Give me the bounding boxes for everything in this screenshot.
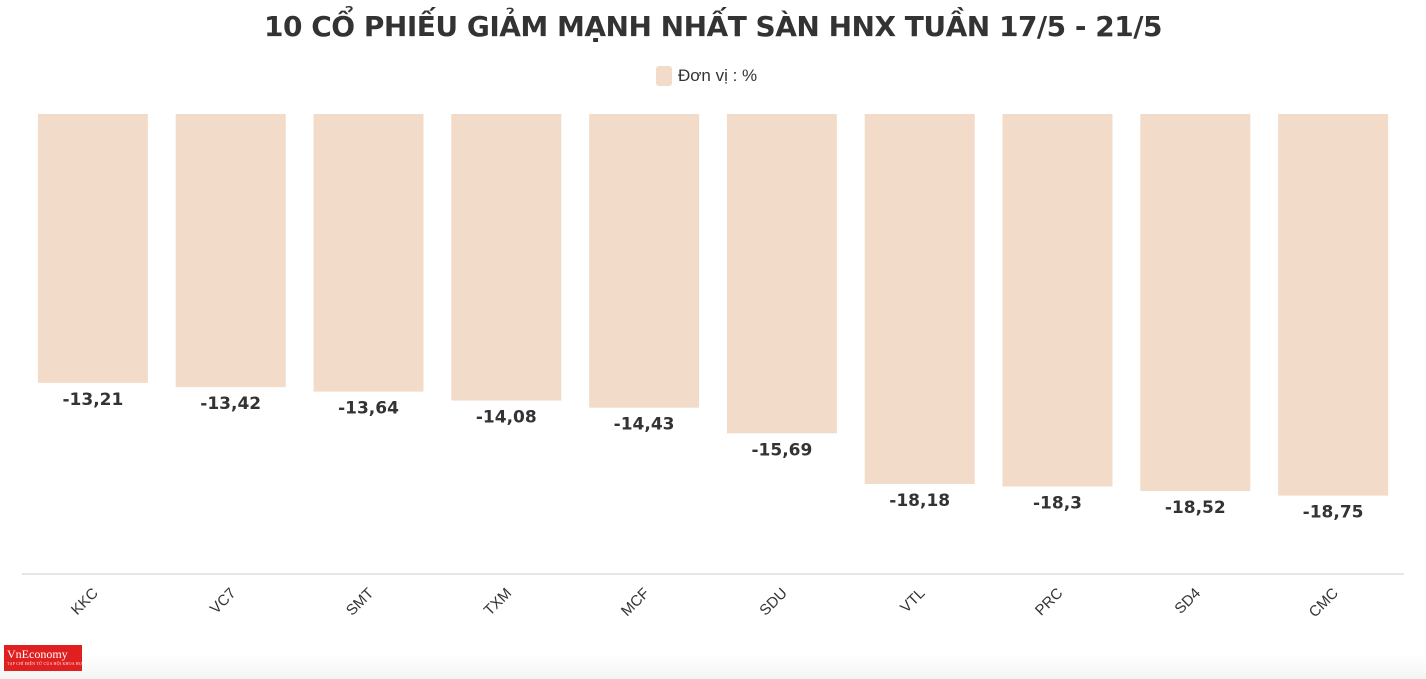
x-tick-label-vc7: VC7 <box>207 585 240 618</box>
logo-text: VnEconomy <box>7 647 68 661</box>
bar-prc[interactable] <box>1002 114 1113 487</box>
bar-cmc[interactable] <box>1278 114 1389 496</box>
data-label-kkc: -13,21 <box>62 390 123 410</box>
data-label-mcf: -14,43 <box>614 415 675 435</box>
x-tick-label-cmc: CMC <box>1306 585 1342 621</box>
bar-mcf[interactable] <box>589 114 700 408</box>
x-tick-label-smt: SMT <box>343 585 377 619</box>
data-label-cmc: -18,75 <box>1303 503 1364 523</box>
footer-bar <box>0 655 1426 679</box>
x-tick-label-sd4: SD4 <box>1171 585 1204 618</box>
x-tick-label-prc: PRC <box>1032 585 1067 620</box>
data-label-sdu: -15,69 <box>751 440 812 460</box>
legend-swatch <box>656 66 672 86</box>
data-label-vc7: -13,42 <box>200 394 261 414</box>
data-label-smt: -13,64 <box>338 399 399 419</box>
data-label-txm: -14,08 <box>476 408 537 428</box>
x-tick-label-sdu: SDU <box>756 585 790 619</box>
bar-vtl[interactable] <box>864 114 975 485</box>
x-tick-label-mcf: MCF <box>618 585 653 620</box>
bar-vc7[interactable] <box>175 114 286 388</box>
bar-txm[interactable] <box>451 114 562 401</box>
x-tick-label-vtl: VTL <box>897 585 928 616</box>
bar-sdu[interactable] <box>726 114 837 434</box>
bar-kkc[interactable] <box>37 114 148 383</box>
chart-legend[interactable]: Đơn vị : % <box>656 66 757 86</box>
legend-label: Đơn vị : % <box>678 66 758 85</box>
data-label-vtl: -18,18 <box>889 491 950 511</box>
x-tick-label-kkc: KKC <box>68 585 102 619</box>
vneconomy-logo: VnEconomy TẠP CHÍ ĐIỆN TỬ CỦA HỘI KHOA H… <box>4 645 82 671</box>
x-tick-label-txm: TXM <box>481 585 515 619</box>
data-label-prc: -18,3 <box>1033 493 1082 513</box>
bar-sd4[interactable] <box>1140 114 1251 491</box>
bar-smt[interactable] <box>313 114 424 392</box>
logo-subtext: TẠP CHÍ ĐIỆN TỬ CỦA HỘI KHOA HỌC KINH TẾ… <box>7 661 82 666</box>
page-title: 10 CỔ PHIẾU GIẢM MẠNH NHẤT SÀN HNX TUẦN … <box>264 10 1162 43</box>
data-label-sd4: -18,52 <box>1165 498 1226 518</box>
